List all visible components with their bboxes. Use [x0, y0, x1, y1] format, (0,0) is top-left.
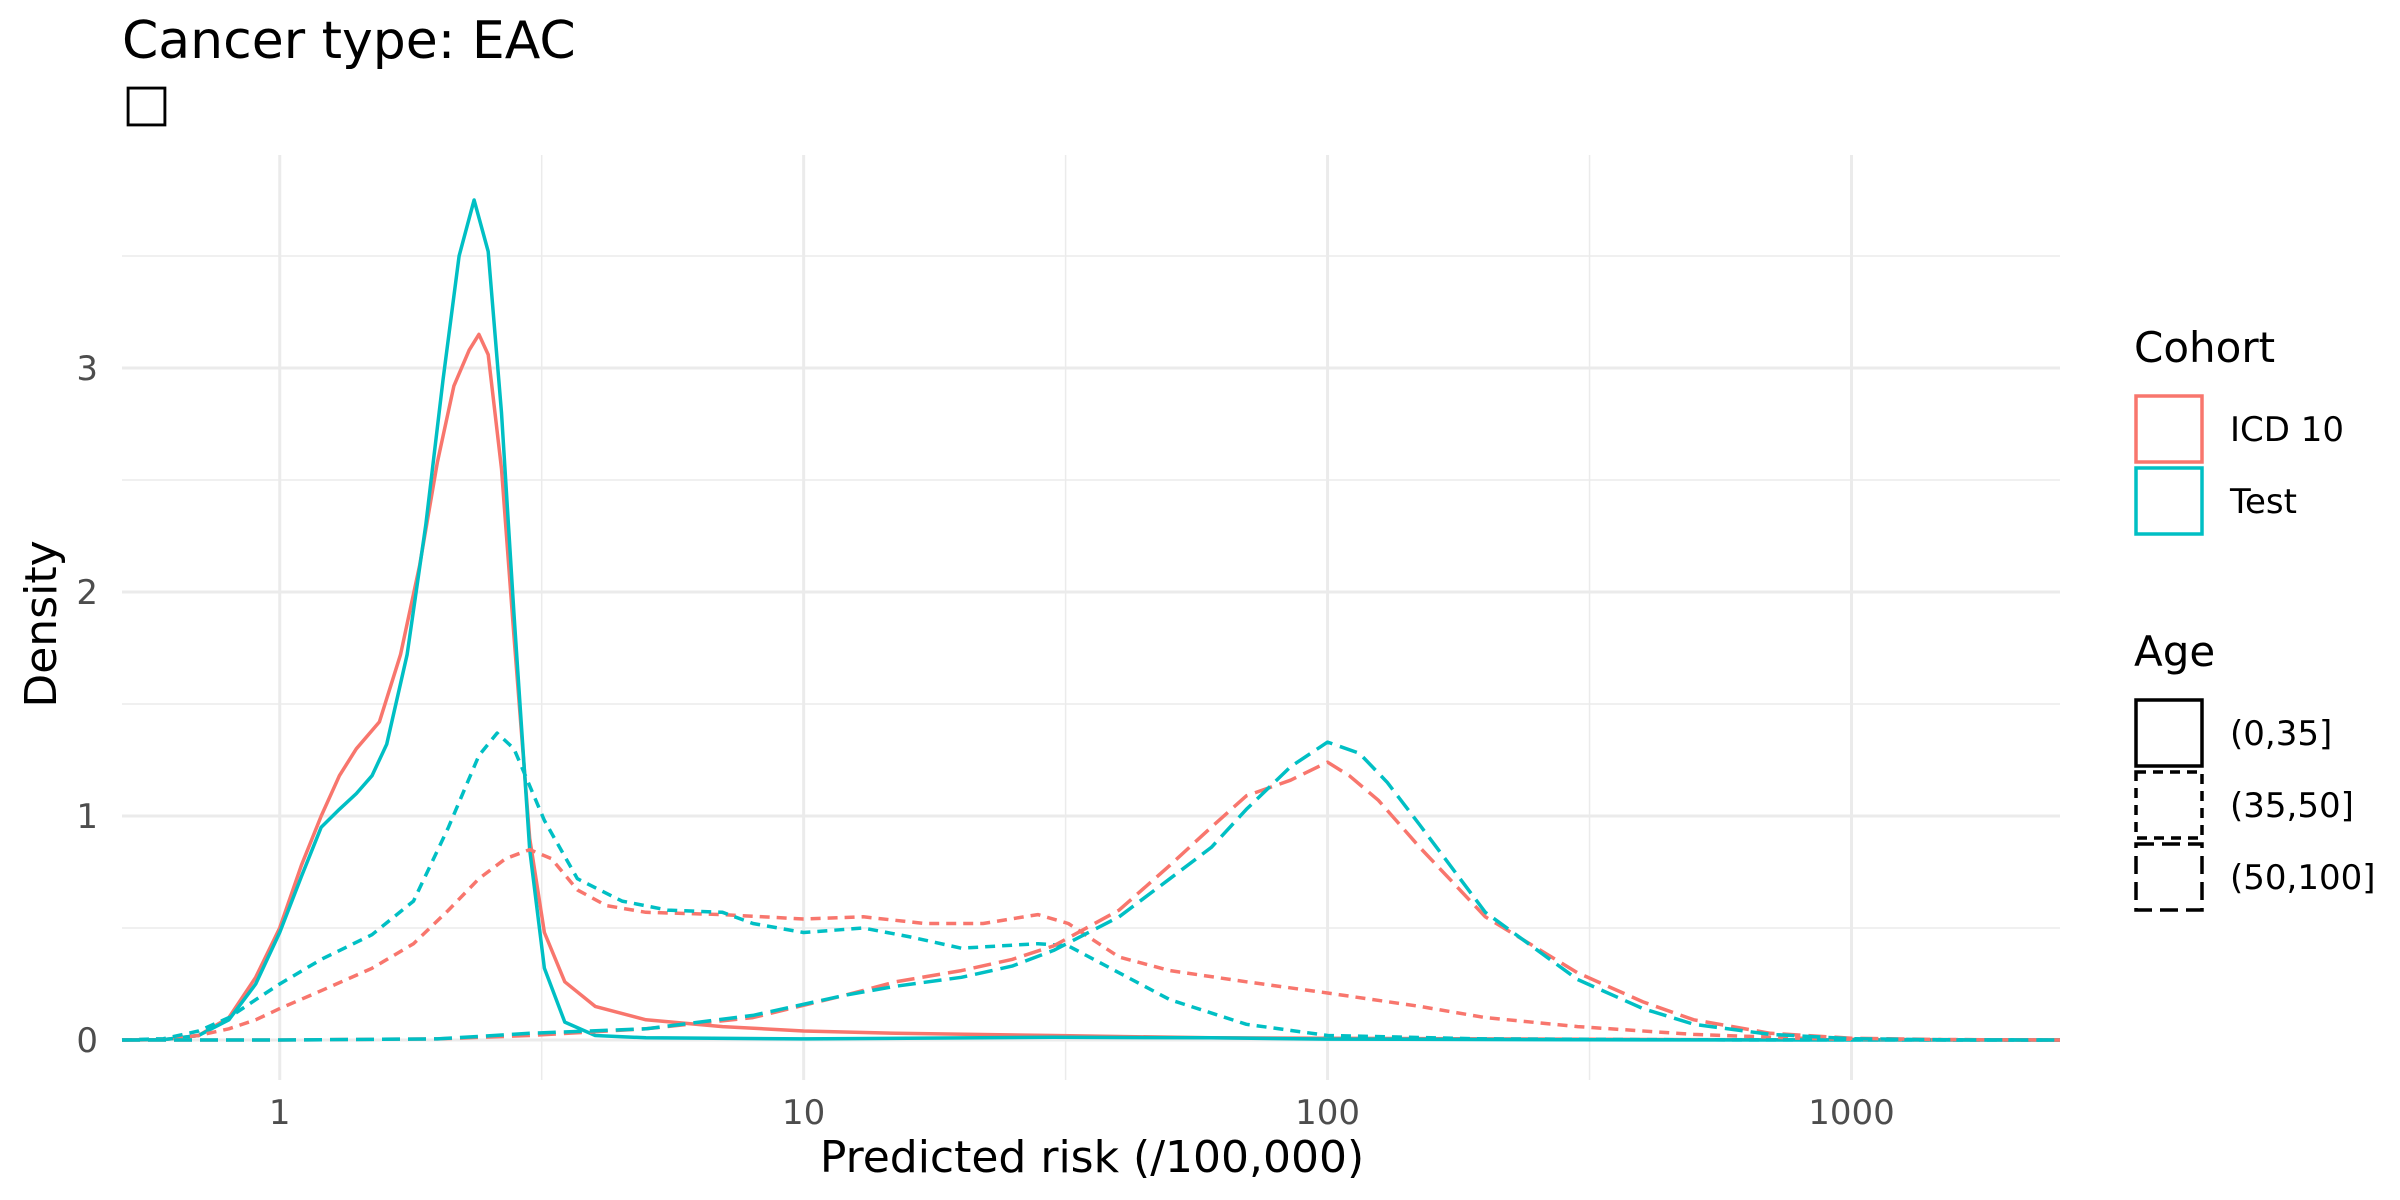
legend-label: ICD 10 [2230, 410, 2344, 450]
legend-key [2136, 844, 2202, 910]
legend-label: Test [2229, 482, 2297, 522]
x-tick-label: 1 [269, 1093, 291, 1133]
legend-title: Age [2134, 627, 2215, 676]
x-tick-label: 1000 [1808, 1093, 1895, 1133]
legend-label: (50,100] [2230, 858, 2376, 898]
y-tick-label: 0 [76, 1021, 98, 1061]
density-line-test-0-35 [122, 200, 2060, 1040]
y-tick-label: 2 [76, 573, 98, 613]
legend-key [2136, 468, 2202, 534]
y-tick-label: 1 [76, 797, 98, 837]
density-line-test-35-50 [122, 733, 2060, 1040]
y-axis-label: Density [16, 540, 67, 707]
x-tick-label: 100 [1295, 1093, 1360, 1133]
chart-title: Cancer type: EAC [122, 11, 576, 71]
x-axis-label: Predicted risk (/100,000) [820, 1132, 1364, 1183]
x-tick-label: 10 [782, 1093, 825, 1133]
density-line-test-50-100 [122, 742, 2060, 1040]
chart-subtitle: □ [122, 73, 171, 133]
legend-label: (0,35] [2230, 714, 2332, 754]
legend-key [2136, 700, 2202, 766]
density-line-icd-10-0-35 [122, 334, 2060, 1040]
legend-key [2136, 772, 2202, 838]
legend-label: (35,50] [2230, 786, 2354, 826]
density-line-icd-10-35-50 [122, 850, 2060, 1040]
legend-title: Cohort [2134, 323, 2275, 372]
y-tick-label: 3 [76, 349, 98, 389]
axes: 1 10 100 1000 0 1 2 3 [76, 349, 1894, 1133]
legend: Cohort ICD 10 Test Age (0,35] (35,50] (50,100] [2134, 323, 2376, 910]
legend-key [2136, 396, 2202, 462]
series-lines [122, 200, 2060, 1040]
